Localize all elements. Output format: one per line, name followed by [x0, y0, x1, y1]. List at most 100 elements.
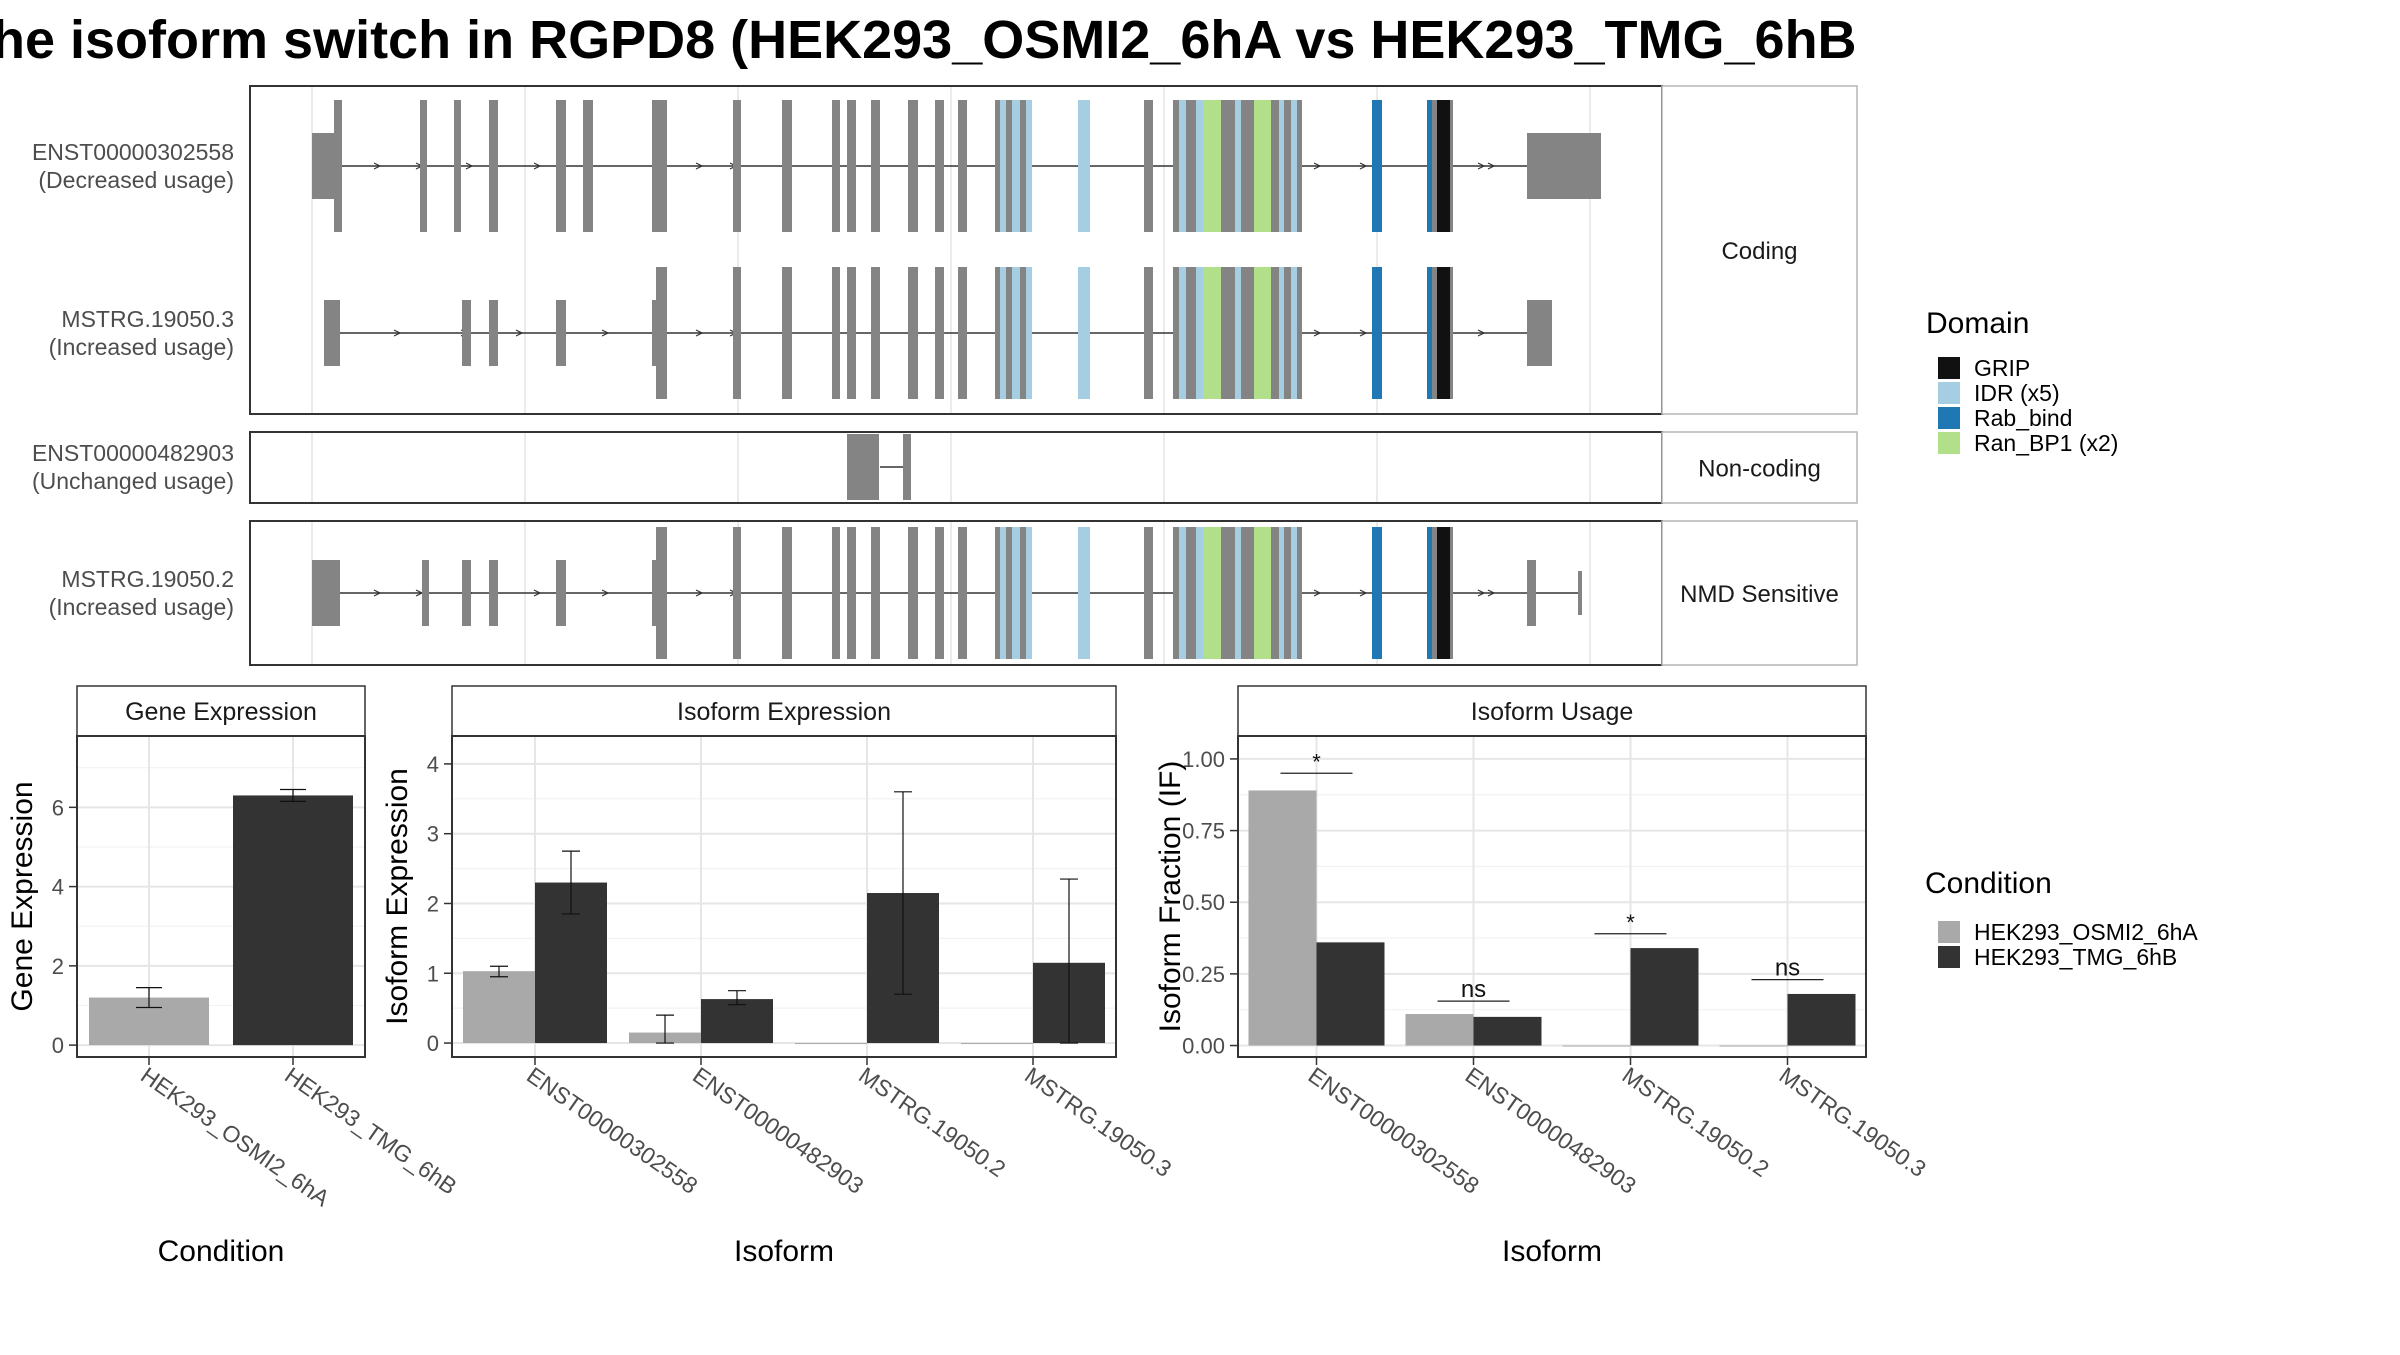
y-tick-label: 2: [52, 954, 64, 979]
exon-block: [583, 100, 593, 232]
structure-strip: [1661, 520, 1858, 666]
transcript-id-label: ENST00000302558: [32, 139, 234, 165]
domain-block: [1203, 100, 1221, 232]
bar-mark: [1630, 948, 1699, 1046]
chart-1: Isoform Expression 0 1 2 3 4 ENST00000302558EN…: [381, 685, 1176, 1268]
exon-block: [556, 560, 566, 626]
domain-block: [1196, 267, 1203, 399]
y-tick-label: 6: [52, 795, 64, 820]
chart-panel-title: Isoform Expression: [677, 698, 891, 726]
domain-block: [1427, 100, 1432, 232]
exon-block: [1006, 267, 1012, 399]
domain-block: [1026, 100, 1032, 232]
exon-block: [958, 100, 967, 232]
exon-block: [1186, 527, 1196, 659]
domain-block: [1372, 267, 1382, 399]
domain-block: [1279, 527, 1284, 659]
exon-block: [1020, 527, 1026, 659]
exon-block: [334, 100, 342, 232]
x-tick-label: MSTRG.19050.2: [1618, 1062, 1774, 1182]
exon-block: [312, 560, 340, 626]
domain-block: [1254, 100, 1271, 232]
legend-label: HEK293_TMG_6hB: [1974, 944, 2177, 970]
legend-swatch: [1938, 382, 1960, 404]
bar-mark: [701, 999, 773, 1044]
domain-block: [1437, 527, 1450, 659]
structure-group-label: NMD Sensitive: [1680, 581, 1839, 608]
x-tick-label: ENST00000302558: [522, 1062, 702, 1199]
exon-block: [1173, 267, 1179, 399]
exon-block: [1186, 267, 1196, 399]
exon-block: [847, 527, 856, 659]
domain-block: [1437, 267, 1450, 399]
legend-label: GRIP: [1974, 355, 2030, 381]
transcript-row: MSTRG.19050.3(Increased usage): [49, 267, 1552, 399]
exon-block: [1241, 100, 1254, 232]
significance-label: *: [1626, 910, 1635, 935]
bar-mark: [1562, 1045, 1631, 1047]
strand-arrow: [1313, 329, 1322, 337]
exon-block: [1006, 100, 1012, 232]
chart-0: Gene Expression0246HEK293_OSMI2_6hAHEK29…: [6, 685, 462, 1268]
y-tick-label: 4: [52, 875, 64, 900]
exon-block: [1186, 100, 1196, 232]
x-axis-title: Condition: [158, 1235, 285, 1268]
domain-legend-title: Domain: [1926, 307, 2029, 340]
legend-swatch: [1938, 921, 1960, 943]
exon-block: [958, 267, 967, 399]
bar-mark: [1473, 1016, 1542, 1046]
strand-arrow: [1359, 329, 1368, 337]
exon-block: [995, 527, 1000, 659]
bar-mark: [1405, 1014, 1474, 1046]
y-tick-label: 0.50: [1182, 890, 1225, 915]
x-tick-label: ENST00000482903: [688, 1062, 868, 1199]
exon-block: [1271, 267, 1279, 399]
domain-block: [1427, 267, 1432, 399]
exon-block: [1241, 267, 1254, 399]
domain-block: [1026, 267, 1032, 399]
domain-block: [1427, 527, 1432, 659]
exon-block: [1284, 527, 1291, 659]
significance-label: ns: [1461, 976, 1486, 1003]
exon-block: [462, 300, 471, 366]
x-axis-title: Isoform: [1502, 1235, 1602, 1268]
domain-block: [1437, 100, 1450, 232]
domain-block: [1254, 527, 1271, 659]
exon-block: [832, 267, 840, 399]
y-axis-title: Isoform Fraction (IF): [1154, 761, 1187, 1033]
y-tick-label: 2: [427, 891, 439, 916]
exon-block: [1527, 133, 1601, 199]
y-tick-label: 0.00: [1182, 1034, 1225, 1059]
y-tick-label: 1.00: [1182, 747, 1225, 772]
domain-block: [1279, 267, 1284, 399]
strand-arrow: [373, 589, 382, 597]
exon-block: [847, 267, 856, 399]
strand-arrow: [1477, 162, 1486, 170]
exon-block: [782, 527, 792, 659]
strand-arrow: [695, 589, 704, 597]
structure-group-label: Coding: [1721, 238, 1797, 265]
domain-block: [1254, 267, 1271, 399]
exon-block: [422, 560, 429, 626]
strand-arrow: [393, 329, 402, 337]
y-tick-label: 0: [52, 1033, 64, 1058]
domain-block: [1012, 527, 1020, 659]
y-axis-title: Gene Expression: [6, 781, 39, 1011]
exon-block: [652, 300, 659, 366]
exon-block: [847, 434, 879, 500]
structure-panel-1: Non-coding ENST00000482903(Unchanged usag…: [32, 431, 1858, 504]
strand-arrow: [695, 329, 704, 337]
transcript-row: ENST00000302558(Decreased usage): [32, 100, 1601, 232]
exon-block: [847, 100, 856, 232]
strand-arrow: [1313, 589, 1322, 597]
chart-2: Isoform Usage 0.00 0.25 0.50 0.75 1.00 * ns * ns E…: [1154, 685, 1931, 1268]
exon-block: [312, 133, 336, 199]
exon-block: [1297, 527, 1302, 659]
exon-block: [1144, 267, 1153, 399]
strand-arrow: [601, 589, 610, 597]
transcript-usage-label: (Increased usage): [49, 594, 234, 620]
exon-block: [652, 560, 659, 626]
exon-block: [1144, 527, 1153, 659]
